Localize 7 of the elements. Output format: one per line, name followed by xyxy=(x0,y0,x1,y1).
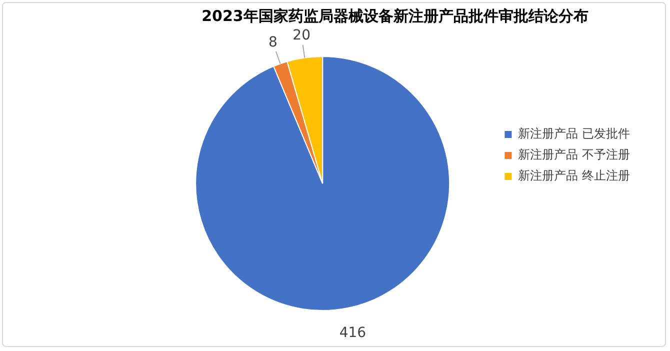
data-label: 416 xyxy=(339,325,366,342)
legend-label: 新注册产品 终止注册 xyxy=(518,168,630,183)
chart-title: 2023年国家药监局器械设备新注册产品批件审批结论分布 xyxy=(202,6,588,25)
data-label: 20 xyxy=(292,28,310,44)
legend-label: 新注册产品 已发批件 xyxy=(518,126,630,141)
data-label: 8 xyxy=(268,34,278,51)
legend-label: 新注册产品 不予注册 xyxy=(518,148,630,162)
